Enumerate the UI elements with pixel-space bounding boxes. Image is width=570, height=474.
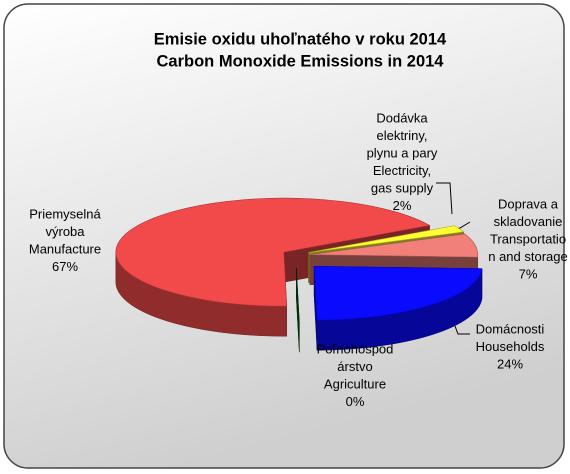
slice-label: Poľnohospod [317, 341, 394, 356]
slice [115, 197, 431, 307]
slice [313, 265, 483, 321]
slice-label: Priemyselná [29, 206, 101, 221]
chart-title: Emisie oxidu uhoľnatého v roku 2014 [154, 30, 447, 48]
slice-label: Transportatio [490, 231, 566, 246]
slice-wall [296, 268, 300, 353]
slice-label: Households [476, 339, 545, 354]
slice-label: gas supply [371, 180, 434, 195]
pie [115, 197, 483, 353]
slice-label: Dodávka [376, 110, 428, 125]
value-label: 0% [346, 394, 365, 409]
slice-label: Agriculture [324, 376, 386, 391]
slice [308, 225, 465, 253]
slice-label: plynu a pary [367, 145, 438, 160]
value-label: 24% [497, 356, 523, 371]
slice-label: skladovanie [494, 214, 563, 229]
slice-label: árstvo [337, 359, 372, 374]
slice-label: Doprava a [498, 196, 559, 211]
slice-label: Manufacture [29, 241, 101, 256]
value-label: 67% [52, 259, 78, 274]
value-label: 7% [519, 266, 538, 281]
chart-title: Carbon Monoxide Emissions in 2014 [157, 52, 445, 70]
slice-label: n and storage [488, 249, 568, 264]
slice-label: elektriny, [376, 128, 427, 143]
slice-label: Electricity, [373, 163, 431, 178]
pie-tops [115, 197, 483, 321]
slice [309, 233, 479, 258]
value-label: 2% [393, 198, 412, 213]
slice-label: výroba [45, 224, 85, 239]
slice-label: Domácnosti [476, 321, 545, 336]
